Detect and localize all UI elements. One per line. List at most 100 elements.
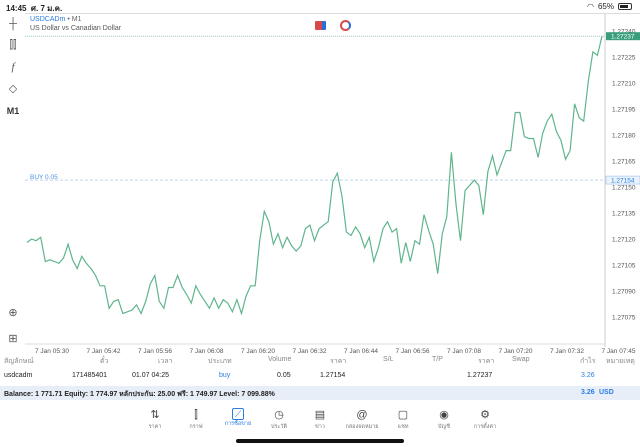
price-tick: 1.27135	[612, 211, 636, 218]
profit-currency: USD	[599, 389, 614, 396]
time-tick: 7 Jan 06:44	[344, 348, 378, 355]
zoom-icon[interactable]: ⊕	[8, 307, 18, 319]
nav-label: กล่องจดหมาย	[345, 424, 379, 430]
add-icon[interactable]: ⊞	[8, 333, 18, 345]
row-symbol[interactable]: usdcadm	[4, 372, 33, 379]
battery-icon	[618, 3, 632, 10]
price-tick: 1.27240	[612, 29, 636, 36]
time-tick: 7 Jan 06:20	[241, 348, 275, 355]
mail-icon: @	[356, 409, 368, 421]
chart-type-icon[interactable]: ⫿⫿	[9, 39, 17, 51]
status-bar: 14:45 ศ. 7 ม.ค. ◠ 65%	[0, 0, 640, 13]
one-click-trading-icon[interactable]	[315, 21, 326, 30]
status-right: ◠ 65%	[587, 2, 632, 11]
nav-item-6[interactable]: ▢ แชท	[383, 408, 423, 431]
time-tick: 7 Jan 07:45	[602, 348, 636, 355]
col-swap: Swap	[512, 356, 530, 363]
nav-label: การซื้อขาย	[224, 421, 252, 427]
row-volume[interactable]: 0.05	[277, 372, 291, 379]
nav-label: การตั้งค่า	[473, 424, 497, 430]
buy-order-label[interactable]: BUY 0.05	[30, 174, 58, 181]
battery-percent: 65%	[597, 2, 614, 11]
current-price-label: 1.27237	[611, 34, 635, 41]
col-type: ประเภท	[208, 358, 232, 365]
date: ศ. 7 ม.ค.	[30, 4, 63, 13]
col-price: ราคา	[330, 358, 347, 365]
col-sl: S/L	[383, 356, 394, 363]
price-tick: 1.27075	[612, 315, 636, 322]
nav-item-2[interactable]: ⟋ การซื้อขาย	[218, 408, 258, 428]
price-tick: 1.27195	[612, 107, 636, 114]
col-current-price: ราคา	[478, 358, 495, 365]
nav-label: ข่าว	[315, 424, 325, 430]
price-tick: 1.27120	[612, 237, 636, 244]
time-tick: 7 Jan 07:08	[447, 348, 481, 355]
nav-label: ราคา	[148, 424, 162, 430]
time-tick: 7 Jan 06:08	[190, 348, 224, 355]
objects-icon[interactable]: ◇	[8, 83, 18, 95]
nav-item-1[interactable]: ⫿ กราฟ	[176, 408, 216, 431]
col-time: เวลา	[158, 358, 173, 365]
col-symbol: สัญลักษณ์	[4, 358, 34, 365]
crosshair-icon[interactable]: ┼	[9, 18, 17, 30]
price-tick: 1.27210	[612, 81, 636, 88]
buy-price-marker	[605, 175, 640, 185]
wifi-icon: ◠	[587, 2, 594, 11]
indicators-icon[interactable]: f	[11, 61, 15, 73]
time-tick: 7 Jan 05:30	[35, 348, 69, 355]
price-tick: 1.27180	[612, 133, 636, 140]
row-ticket[interactable]: 171485401	[72, 372, 108, 379]
col-ticket: ตั๋ว	[100, 358, 109, 365]
price-tick: 1.27105	[612, 263, 636, 270]
balance-text: Balance: 1 771.71 Equity: 1 774.97 หลักป…	[4, 391, 275, 398]
nav-label: บัญชี	[438, 424, 450, 430]
chart-description: US Dollar vs Canadian Dollar	[30, 25, 122, 32]
row-profit[interactable]: 3.26	[581, 372, 595, 379]
col-tp: T/P	[432, 356, 443, 363]
nav-item-5[interactable]: @ กล่องจดหมาย	[342, 408, 382, 431]
nav-item-4[interactable]: ▤ ข่าว	[300, 408, 340, 431]
timeframe-button[interactable]: M1	[6, 106, 20, 116]
market-status-icon[interactable]	[340, 20, 351, 31]
price-chart[interactable]: 1.27240 1.27225 1.27210 1.27195 1.27180 1.271…	[25, 13, 640, 355]
chart-symbol: USDCADm • M1	[30, 16, 82, 23]
chart-toolbar: ┼ ⫿⫿ f ◇ M1 ⊕ ⊞	[0, 13, 25, 346]
trade-icon: ⟋	[232, 408, 244, 420]
row-current-price[interactable]: 1.27237	[467, 372, 493, 379]
time-tick: 7 Jan 07:20	[499, 348, 533, 355]
nav-item-7[interactable]: ◉ บัญชี	[424, 408, 464, 431]
status-time: 14:45 ศ. 7 ม.ค.	[6, 2, 62, 15]
balance-bar: Balance: 1 771.71 Equity: 1 774.97 หลักป…	[0, 386, 640, 400]
price-tick: 1.27150	[612, 185, 636, 192]
positions-table: สัญลักษณ์ ตั๋ว เวลา ประเภท Volume ราคา S…	[0, 356, 640, 384]
nav-item-0[interactable]: ⇅ ราคา	[135, 408, 175, 431]
time-tick: 7 Jan 07:32	[550, 348, 584, 355]
price-tick: 1.27090	[612, 289, 636, 296]
buy-price-label: 1.27154	[611, 178, 635, 185]
time-tick: 7 Jan 05:42	[87, 348, 121, 355]
price-tick: 1.27225	[612, 55, 636, 62]
clock: 14:45	[6, 4, 27, 13]
col-volume: Volume	[268, 356, 292, 363]
arrows-icon: ⇅	[150, 409, 160, 421]
symbol-timeframe: M1	[71, 16, 82, 23]
row-time[interactable]: 01.07 04:25	[132, 372, 169, 379]
row-open-price[interactable]: 1.27154	[320, 372, 346, 379]
row-type[interactable]: buy	[219, 372, 231, 379]
current-price-marker	[606, 32, 640, 41]
col-comment: หมายเหตุ	[606, 358, 635, 365]
time-tick: 7 Jan 06:56	[396, 348, 430, 355]
time-tick: 7 Jan 06:32	[293, 348, 327, 355]
home-indicator	[236, 439, 404, 443]
history-icon: ◷	[274, 409, 284, 421]
account-icon: ◉	[439, 409, 449, 421]
bottom-nav: ⇅ ราคา ⫿ กราฟ ⟋ การซื้อขาย ◷ ประวัติ ▤ ข่าว @ กล่อง…	[0, 404, 640, 447]
candles-icon: ⫿	[194, 409, 198, 421]
settings-icon: ⚙	[480, 409, 490, 421]
nav-item-8[interactable]: ⚙ การตั้งค่า	[465, 408, 505, 431]
total-profit: 3.26	[581, 389, 595, 396]
nav-item-3[interactable]: ◷ ประวัติ	[259, 408, 299, 431]
chart-canvas: 1.27240 1.27225 1.27210 1.27195 1.27180 1.271…	[25, 14, 640, 355]
nav-label: แชท	[397, 424, 409, 430]
symbol-name: USDCADm	[30, 16, 66, 23]
